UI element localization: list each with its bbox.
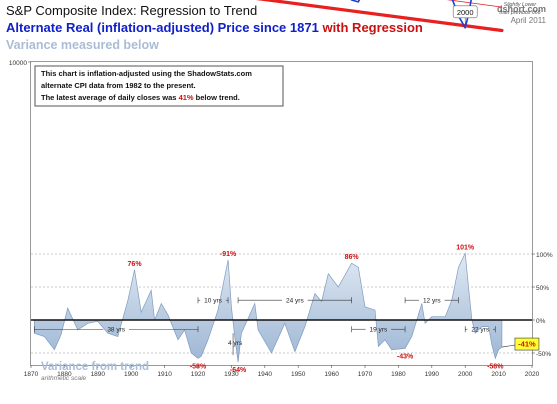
x-tick-label: 1950 bbox=[291, 371, 306, 378]
variance-trough-label: -58% bbox=[190, 363, 207, 370]
x-tick-label: 1920 bbox=[191, 371, 206, 378]
x-tick-label: 1990 bbox=[425, 371, 440, 378]
y-tick-label-right: 0% bbox=[536, 318, 546, 325]
variance-sublabel: arithmetic scale bbox=[41, 375, 87, 382]
variance-trough-label: -64% bbox=[230, 367, 247, 374]
y-tick-label-right: 100% bbox=[536, 252, 553, 259]
variance-layer: 38 yrs 10 yrs 4 yrs 24 yrs 19 yrs 12 yrs 22 yr… bbox=[31, 244, 540, 374]
subtitle-red: with Regression bbox=[322, 20, 423, 35]
callout-box bbox=[452, 5, 478, 19]
x-tick-label: 2000 bbox=[458, 371, 473, 378]
grid-layer bbox=[31, 253, 532, 354]
span-label: 12 yrs bbox=[423, 298, 441, 305]
annotation-layer: 190119291920193219491968198220002009Doub… bbox=[358, 0, 541, 28]
x-tick-label: 1940 bbox=[258, 371, 273, 378]
x-tick-label: 1900 bbox=[124, 371, 139, 378]
y-tick-label-left: 10000 bbox=[9, 60, 27, 67]
info-box-frame bbox=[34, 65, 284, 107]
info-line-3-value: 41% bbox=[179, 93, 194, 102]
info-line-1: This chart is inflation-adjusted using t… bbox=[41, 69, 252, 78]
span-label: 24 yrs bbox=[286, 298, 304, 305]
info-line-3-pre: The latest average of daily closes was bbox=[41, 93, 179, 102]
x-tick-label: 2020 bbox=[525, 371, 540, 378]
axis-layer: 10000100010010100%50%0%-50%1870188018901… bbox=[9, 60, 553, 378]
x-tick-label: 1930 bbox=[224, 371, 239, 378]
chart-subtitle-2: Variance measured below bbox=[6, 38, 159, 52]
span-label: 19 yrs bbox=[370, 327, 388, 334]
callout-label: 2000 bbox=[457, 8, 474, 17]
info-box: This chart is inflation-adjusted using t… bbox=[34, 65, 284, 107]
current-callout-box bbox=[514, 337, 540, 351]
span-label: 38 yrs bbox=[107, 327, 125, 334]
info-line-3: The latest average of daily closes was 4… bbox=[41, 93, 240, 102]
current-callout-pointer bbox=[501, 344, 515, 348]
y-tick-label-right: -50% bbox=[536, 351, 551, 358]
span-label: 22 yrs bbox=[471, 327, 489, 334]
x-tick-label: 1980 bbox=[391, 371, 406, 378]
span-label: 4 yrs bbox=[228, 340, 243, 347]
chart-subtitle: Alternate Real (inflation-adjusted) Pric… bbox=[6, 20, 423, 35]
span-label: 10 yrs bbox=[204, 298, 222, 305]
source-label: dshort.com bbox=[496, 4, 546, 14]
x-tick-label: 1890 bbox=[91, 371, 106, 378]
double-bottom-note: Slightly Lower bbox=[504, 2, 537, 8]
variance-trough-label: -58% bbox=[487, 363, 504, 370]
info-line-2: alternate CPI data from 1982 to the pres… bbox=[41, 81, 196, 90]
x-tick-label: 2010 bbox=[491, 371, 506, 378]
variance-peak-label: 86% bbox=[345, 254, 360, 261]
variance-peak-label: 101% bbox=[456, 244, 475, 251]
variance-label: Variance from trend bbox=[41, 361, 149, 373]
date-label: April 2011 bbox=[510, 16, 546, 25]
variance-area bbox=[33, 252, 503, 363]
price-layer bbox=[255, 0, 504, 33]
variance-peak-label: -91% bbox=[220, 251, 237, 258]
variance-peak-label: 76% bbox=[128, 261, 143, 268]
x-tick-label: 1910 bbox=[157, 371, 172, 378]
upper-trend-channel bbox=[255, 0, 504, 33]
x-tick-label: 1970 bbox=[358, 371, 373, 378]
x-tick-label: 1880 bbox=[57, 371, 72, 378]
info-line-3-post: below trend. bbox=[194, 93, 240, 102]
subtitle-blue: Alternate Real (inflation-adjusted) Pric… bbox=[6, 20, 319, 35]
variance-trough-label: -43% bbox=[397, 353, 414, 360]
y-tick-label-right: 50% bbox=[536, 285, 549, 292]
x-tick-label: 1960 bbox=[324, 371, 339, 378]
current-callout-label: -41% bbox=[518, 340, 536, 349]
plot-frame bbox=[30, 61, 533, 366]
x-tick-label: 1870 bbox=[24, 371, 39, 378]
double-bottom-note: than previous 666 bbox=[499, 10, 540, 16]
chart-title: S&P Composite Index: Regression to Trend bbox=[6, 3, 258, 18]
price-line bbox=[350, 0, 472, 29]
